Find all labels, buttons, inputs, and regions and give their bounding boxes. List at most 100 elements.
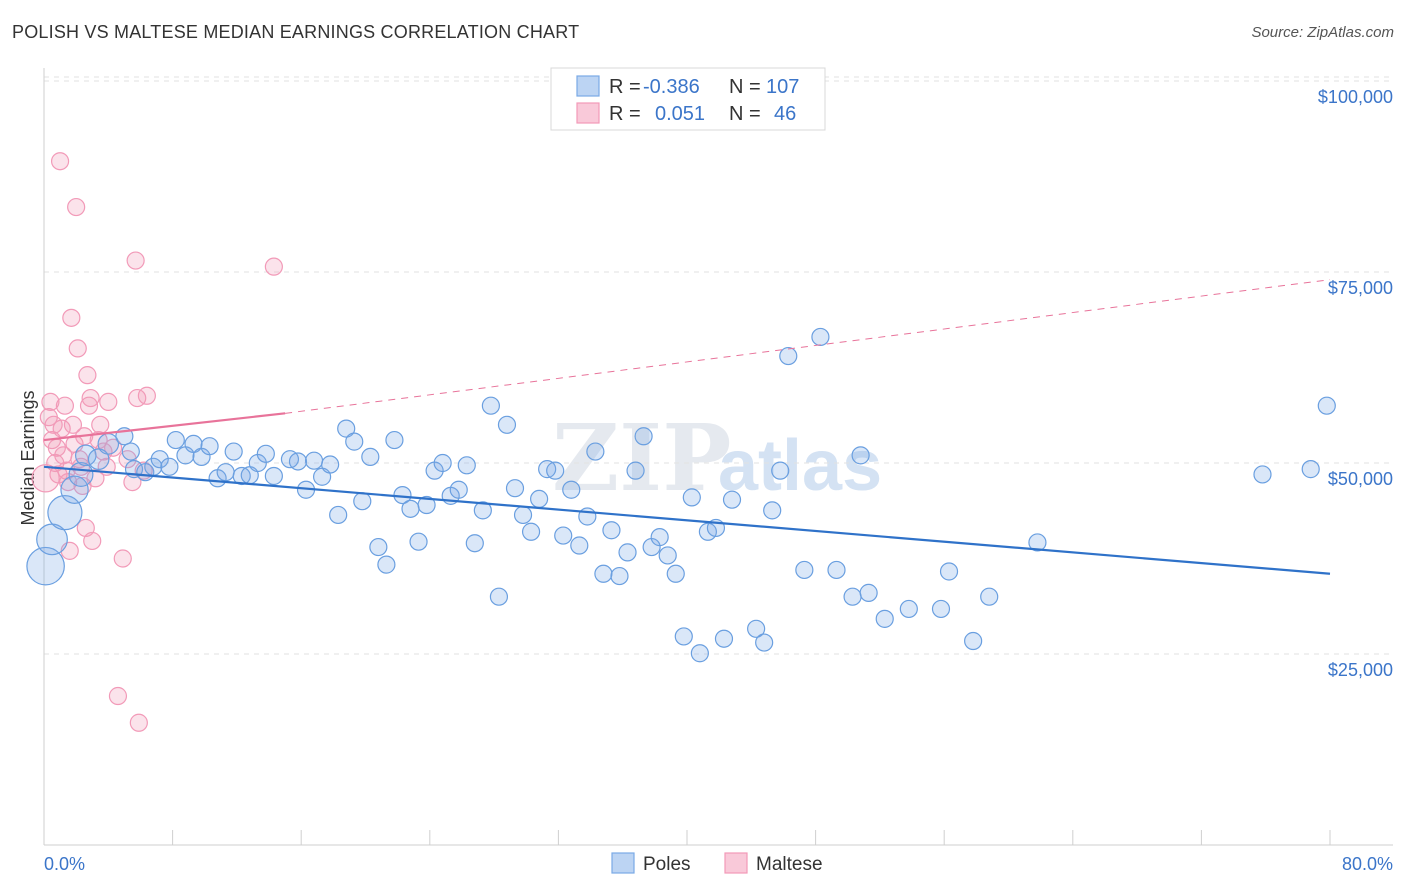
poles-point-68: [602, 521, 621, 540]
poles-point-79: [690, 644, 709, 663]
poles-point-90: [811, 327, 830, 347]
poles-point-52: [473, 501, 492, 520]
poles-point-61: [546, 461, 565, 480]
y-axis-label: Median Earnings: [18, 390, 38, 525]
poles-point-4: [68, 461, 94, 487]
x-tick-label-max: 80.0%: [1342, 854, 1393, 874]
poles-point-45: [417, 495, 436, 515]
maltese-point-42: [129, 713, 148, 732]
poles-point-96: [899, 599, 918, 619]
maltese-point-8: [50, 152, 70, 171]
poles-point-89: [795, 560, 814, 580]
gridlines: [44, 76, 1393, 655]
poles-point-56: [505, 479, 525, 498]
maltese-point-19: [68, 339, 87, 358]
poles-point-62: [554, 526, 573, 545]
poles-point-100: [980, 587, 999, 606]
maltese-point-31: [91, 415, 110, 434]
poles-point-91: [827, 560, 846, 580]
series-legend: Poles Maltese: [611, 852, 823, 875]
poles-trend-line: [43, 465, 1331, 575]
poles-point-26: [256, 444, 275, 463]
poles-point-41: [385, 430, 404, 450]
poles-point-44: [409, 532, 428, 551]
watermark-atlas: atlas: [718, 426, 882, 506]
correlation-legend: R = -0.386 N = 107 R = 0.051 N = 46: [550, 67, 826, 131]
maltese-point-44: [137, 386, 156, 405]
watermark-zip: ZIP: [552, 404, 731, 512]
maltese-point-2: [41, 392, 60, 411]
poles-point-29: [288, 452, 308, 471]
y-tick-label-75000: $75,000: [1328, 278, 1393, 298]
maltese-point-26: [79, 396, 99, 415]
legend-maltese-r-value: 0.051: [655, 103, 705, 125]
poles-point-19: [200, 437, 219, 456]
poles-point-53: [481, 396, 500, 415]
legend-poles-swatch: [576, 75, 600, 97]
maltese-point-27: [81, 388, 100, 408]
y-tick-label-50000: $50,000: [1328, 469, 1393, 489]
maltese-point-15: [62, 308, 81, 327]
maltese-trend-line: [43, 412, 286, 442]
maltese-point-29: [86, 469, 105, 488]
poles-point-58: [521, 522, 541, 541]
maltese-point-40: [126, 251, 145, 270]
source-label: Source: ZipAtlas.com: [1251, 24, 1394, 41]
poles-point-75: [658, 546, 677, 565]
poles-point-104: [1317, 396, 1336, 415]
chart-title: POLISH VS MALTESE MEDIAN EARNINGS CORREL…: [12, 22, 580, 42]
maltese-points: [31, 152, 283, 732]
legend-maltese-n-label: N =: [729, 103, 761, 125]
legend-poles-r-value: -0.386: [643, 76, 700, 98]
poles-point-0: [26, 546, 65, 586]
poles-point-67: [594, 564, 613, 583]
poles-point-95: [875, 609, 894, 628]
poles-point-39: [369, 537, 388, 557]
poles-point-33: [321, 455, 340, 474]
poles-point-55: [497, 415, 517, 434]
y-tick-labels: $25,000 $50,000 $75,000 $100,000: [1318, 87, 1393, 680]
poles-point-43: [401, 499, 420, 518]
poles-point-38: [361, 447, 380, 466]
poles-point-85: [755, 633, 774, 652]
poles-point-54: [489, 587, 509, 606]
poles-point-31: [304, 451, 324, 470]
legend-maltese-swatch: [576, 102, 600, 124]
poles-point-15: [166, 430, 185, 450]
poles-point-22: [224, 442, 243, 461]
poles-point-36: [345, 432, 364, 451]
poles-point-14: [160, 457, 179, 476]
maltese-point-36: [108, 686, 128, 706]
poles-point-17: [184, 434, 203, 453]
poles-point-87: [771, 461, 790, 480]
poles-point-97: [931, 599, 951, 619]
maltese-point-18: [67, 197, 86, 217]
poles-point-51: [465, 534, 484, 553]
poles-point-77: [674, 627, 693, 646]
poles-point-66: [586, 442, 605, 461]
bottom-legend-maltese-swatch: [724, 852, 748, 874]
poles-point-93: [851, 446, 870, 465]
poles-point-94: [859, 583, 878, 602]
maltese-point-13: [59, 473, 78, 492]
poles-point-5: [74, 444, 97, 467]
poles-point-74: [650, 528, 669, 547]
poles-point-50: [457, 456, 476, 475]
bottom-legend-maltese-label: Maltese: [756, 854, 823, 875]
legend-poles-r-label: R =: [609, 76, 641, 98]
poles-point-59: [530, 489, 549, 509]
maltese-point-45: [264, 257, 283, 276]
poles-point-47: [433, 453, 452, 473]
maltese-point-35: [104, 438, 123, 457]
poles-point-82: [714, 629, 734, 648]
y-tick-label-25000: $25,000: [1328, 660, 1393, 680]
y-tick-label-100000: $100,000: [1318, 87, 1393, 107]
poles-point-37: [353, 492, 372, 511]
poles-point-63: [562, 480, 581, 499]
poles-point-101: [1028, 533, 1047, 552]
poles-point-71: [626, 461, 645, 480]
bottom-legend-poles-label: Poles: [643, 854, 691, 875]
legend-maltese-n-value: 46: [774, 103, 796, 125]
legend-poles-n-value: 107: [766, 76, 799, 98]
poles-point-102: [1253, 465, 1272, 484]
